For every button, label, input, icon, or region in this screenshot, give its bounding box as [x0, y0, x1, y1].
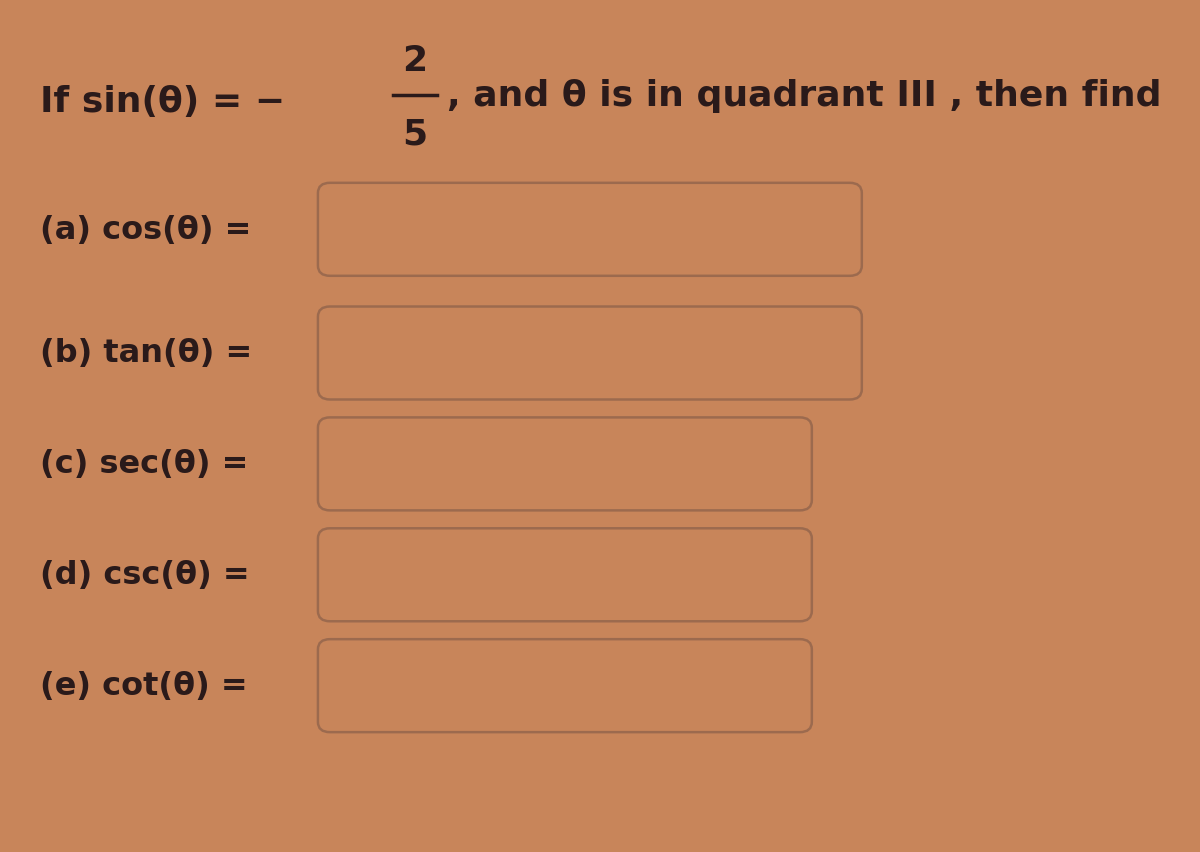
Text: (d) csc(θ) =: (d) csc(θ) =	[40, 560, 250, 590]
FancyBboxPatch shape	[318, 184, 862, 276]
Text: 5: 5	[402, 118, 427, 152]
Text: (a) cos(θ) =: (a) cos(θ) =	[40, 215, 251, 245]
Text: (e) cot(θ) =: (e) cot(θ) =	[40, 671, 247, 701]
FancyBboxPatch shape	[318, 308, 862, 400]
Text: (b) tan(θ) =: (b) tan(θ) =	[40, 338, 252, 369]
FancyBboxPatch shape	[318, 417, 812, 510]
Text: , and θ is in quadrant III , then find: , and θ is in quadrant III , then find	[446, 78, 1162, 112]
Text: If sin(θ) = −: If sin(θ) = −	[40, 85, 286, 119]
Text: (c) sec(θ) =: (c) sec(θ) =	[40, 449, 248, 480]
Text: 2: 2	[402, 44, 427, 78]
FancyBboxPatch shape	[318, 639, 812, 733]
FancyBboxPatch shape	[318, 528, 812, 622]
